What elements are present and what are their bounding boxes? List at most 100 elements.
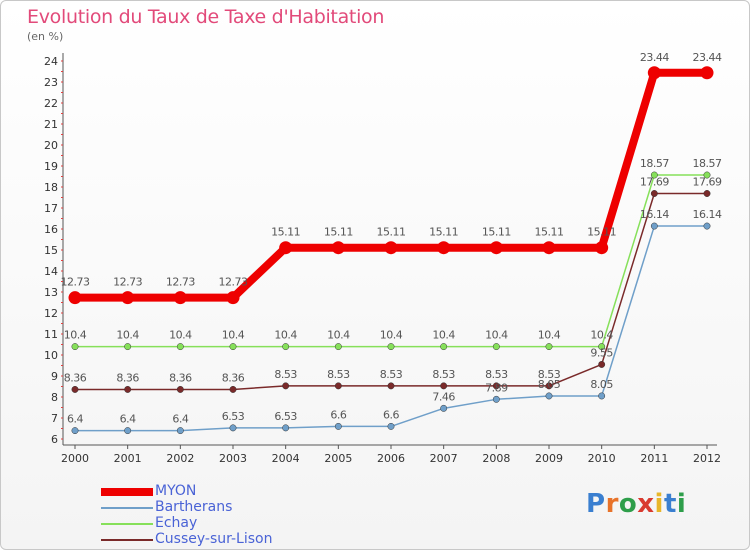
x-tick-label: 2006 (377, 452, 405, 465)
data-point (598, 361, 606, 368)
data-point (282, 382, 290, 390)
chart-title: Evolution du Taux de Taxe d'Habitation (27, 6, 385, 28)
data-label: 23.44 (640, 51, 669, 64)
data-label: 15.11 (429, 226, 458, 239)
data-point (124, 343, 132, 351)
data-point (650, 222, 658, 230)
proxiti-logo: Proxiti (586, 489, 686, 519)
unit-label: (en %) (27, 30, 64, 43)
data-label: 15.11 (377, 226, 406, 239)
logo-letter: t (663, 489, 677, 519)
data-label: 23.44 (693, 51, 722, 64)
y-tick-label: 21 (44, 118, 58, 131)
data-point (334, 343, 342, 351)
data-point (387, 422, 395, 430)
y-tick-label: 9 (51, 370, 58, 383)
logo-letter: i (676, 489, 687, 519)
legend-label: Cussey-sur-Lison (155, 531, 273, 547)
data-label: 8.53 (538, 368, 561, 381)
legend-swatch (101, 507, 153, 509)
y-tick-label: 8 (51, 391, 58, 404)
data-label: 16.14 (693, 208, 722, 221)
data-label: 10.4 (169, 329, 192, 342)
x-tick-label: 2003 (219, 452, 247, 465)
logo-letter: i (654, 489, 664, 519)
data-label: 10.4 (485, 329, 508, 342)
data-point (124, 427, 132, 435)
data-point (387, 343, 395, 351)
data-label: 8.36 (169, 371, 192, 384)
y-tick-label: 20 (44, 139, 58, 152)
data-label: 10.4 (64, 329, 87, 342)
y-tick-label: 16 (44, 223, 58, 236)
data-label: 15.11 (324, 226, 353, 239)
y-tick-label: 11 (44, 328, 58, 341)
data-point (492, 395, 500, 403)
data-point (334, 422, 342, 430)
y-tick-label: 12 (44, 307, 58, 320)
data-label: 10.4 (432, 329, 455, 342)
data-point (489, 241, 503, 255)
x-tick-label: 2008 (482, 452, 510, 465)
data-point (440, 382, 448, 390)
x-tick-label: 2009 (535, 452, 563, 465)
data-point (71, 427, 79, 435)
data-label: 8.36 (116, 371, 139, 384)
data-point (703, 222, 711, 230)
data-point (331, 241, 345, 255)
data-label: 8.53 (327, 368, 350, 381)
data-point (542, 241, 556, 255)
data-label: 17.69 (640, 176, 669, 189)
series-line-myon (75, 68, 707, 302)
data-point (492, 343, 500, 351)
data-point (279, 241, 293, 255)
data-label: 6.6 (383, 408, 399, 421)
data-point (492, 382, 500, 390)
logo-letter: o (618, 489, 638, 519)
data-label: 10.4 (222, 329, 245, 342)
data-point (700, 66, 714, 80)
x-tick-label: 2002 (166, 452, 194, 465)
data-label: 15.11 (271, 226, 300, 239)
data-label: 10.4 (590, 329, 613, 342)
data-label: 8.53 (274, 368, 297, 381)
data-point (703, 190, 711, 197)
data-label: 18.57 (693, 157, 722, 170)
y-tick-label: 23 (44, 76, 58, 89)
data-label: 6.6 (330, 408, 346, 421)
data-label: 10.4 (327, 329, 350, 342)
x-tick-label: 2004 (272, 452, 300, 465)
data-point (71, 343, 79, 351)
data-label: 6.53 (274, 410, 297, 423)
data-point (176, 385, 184, 393)
data-point (650, 171, 658, 179)
logo-letter: r (605, 489, 619, 519)
data-point (176, 343, 184, 351)
x-tick-label: 2001 (114, 452, 142, 465)
data-point (595, 241, 609, 255)
x-tick-label: 2010 (588, 452, 616, 465)
y-tick-label: 15 (44, 244, 58, 257)
data-label: 8.36 (64, 371, 87, 384)
data-label: 6.4 (172, 413, 188, 426)
y-tick-label: 7 (51, 412, 58, 425)
legend-swatch (101, 488, 153, 496)
data-label: 10.4 (538, 329, 561, 342)
x-tick-label: 2000 (61, 452, 89, 465)
data-point (440, 343, 448, 351)
data-point (598, 343, 606, 351)
data-label: 8.53 (380, 368, 403, 381)
data-point (68, 291, 82, 305)
data-label: 15.11 (535, 226, 564, 239)
data-point (545, 382, 553, 390)
data-label: 18.57 (640, 157, 669, 170)
y-tick-label: 13 (44, 286, 58, 299)
data-point (229, 424, 237, 432)
data-point (703, 171, 711, 179)
data-label: 12.73 (166, 276, 195, 289)
y-tick-label: 6 (51, 433, 58, 446)
data-label: 10.4 (116, 329, 139, 342)
data-point (121, 291, 135, 305)
data-point (387, 382, 395, 390)
